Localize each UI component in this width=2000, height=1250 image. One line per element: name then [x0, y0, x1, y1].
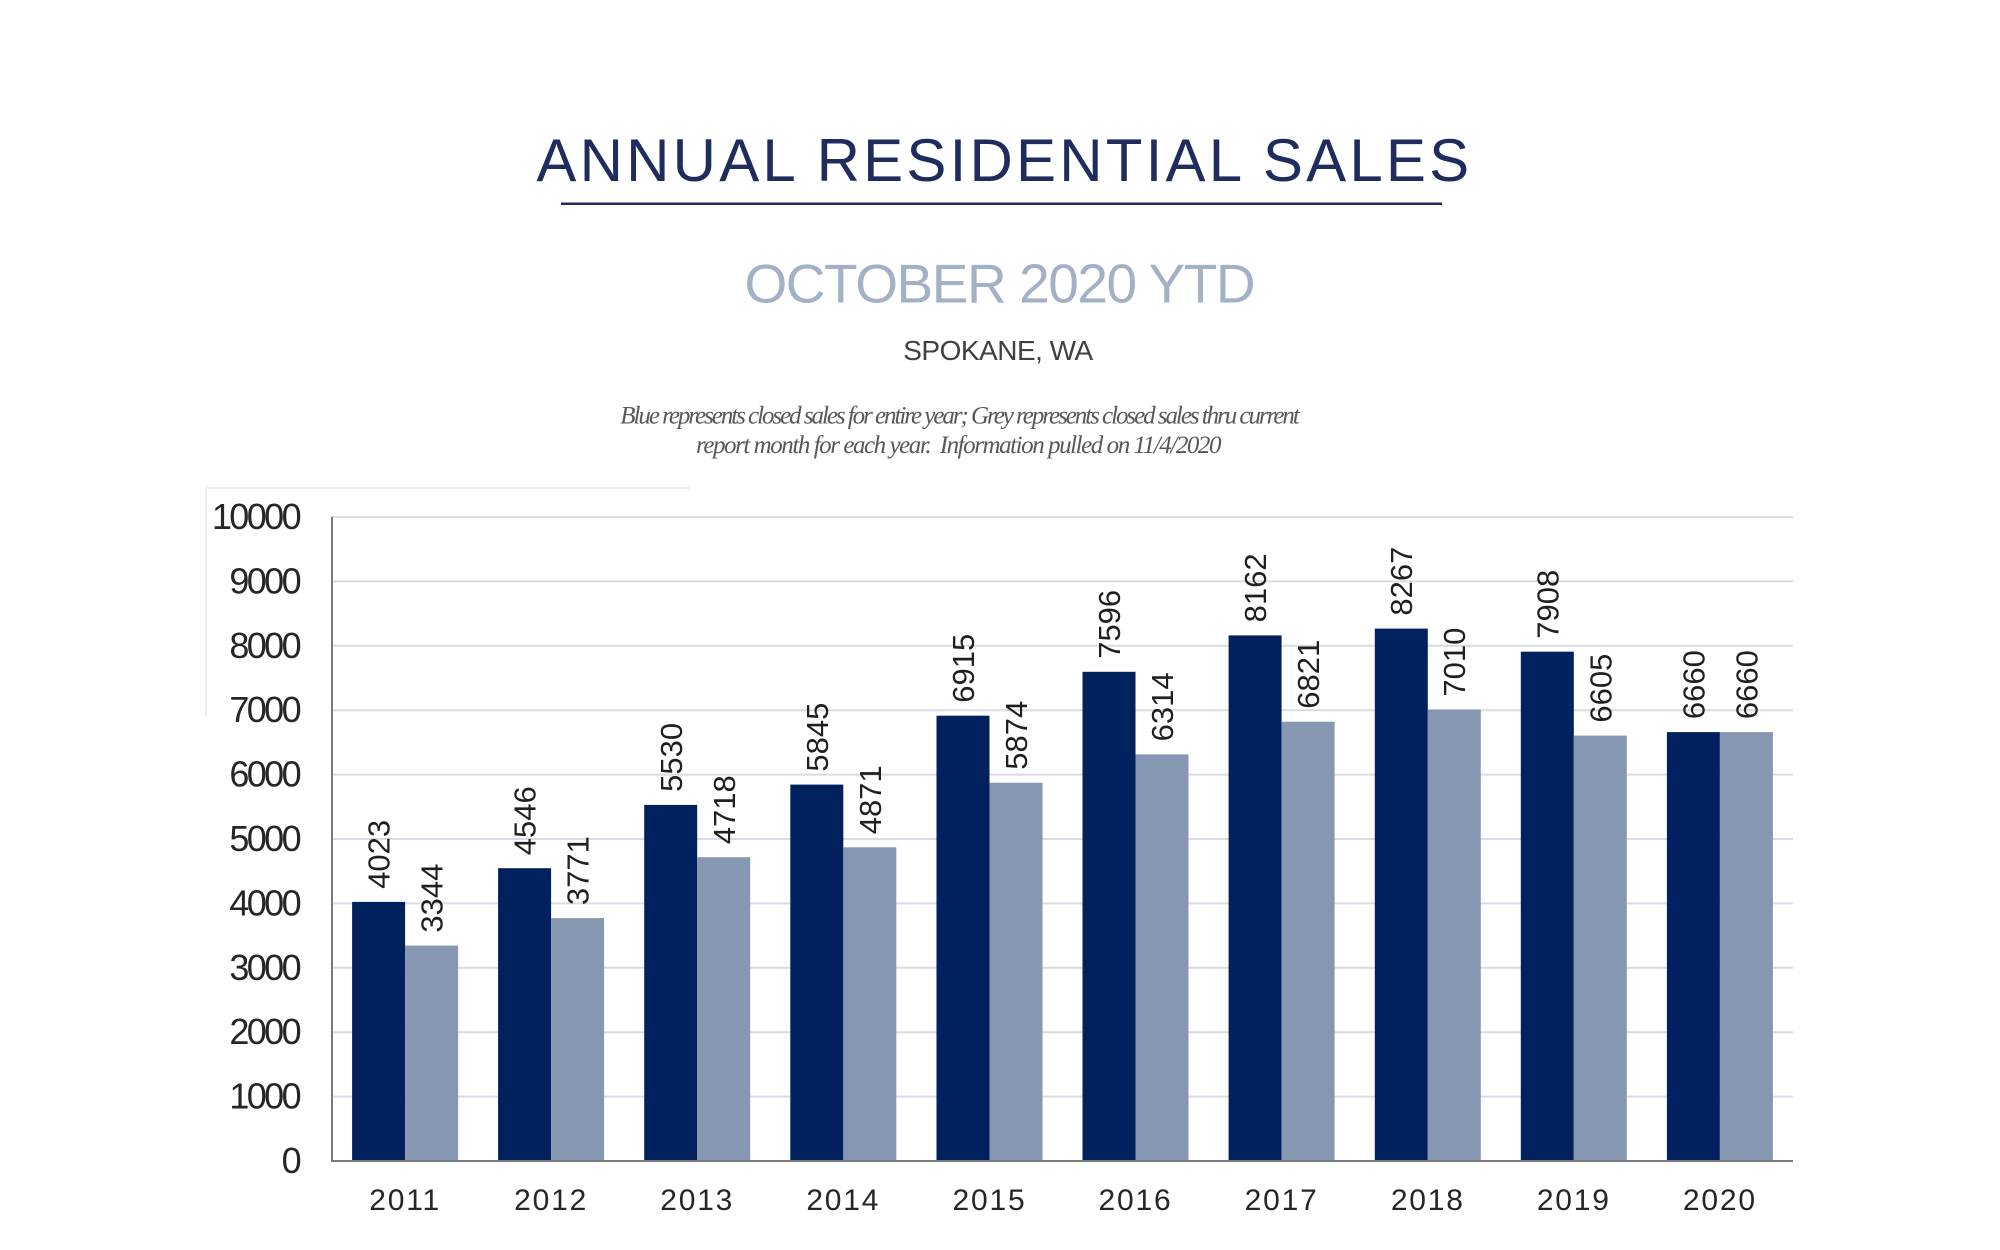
svg-text:2000: 2000 [229, 1011, 300, 1052]
svg-text:5874: 5874 [999, 701, 1034, 770]
svg-text:2017: 2017 [1245, 1184, 1319, 1217]
svg-text:2011: 2011 [369, 1184, 441, 1217]
svg-text:5000: 5000 [229, 818, 300, 859]
svg-text:2020: 2020 [1683, 1184, 1757, 1217]
svg-text:3000: 3000 [229, 947, 300, 988]
svg-text:7000: 7000 [229, 689, 300, 730]
svg-text:2013: 2013 [660, 1184, 734, 1217]
svg-text:3344: 3344 [415, 864, 450, 933]
svg-text:7010: 7010 [1437, 628, 1472, 697]
svg-text:report month for each year. I: report month for each year. Information … [696, 432, 1222, 459]
svg-text:5845: 5845 [800, 703, 835, 772]
svg-text:6000: 6000 [229, 754, 300, 795]
svg-text:6605: 6605 [1583, 654, 1618, 723]
svg-text:2012: 2012 [514, 1184, 588, 1217]
svg-text:7596: 7596 [1092, 590, 1127, 659]
svg-text:6821: 6821 [1291, 640, 1326, 709]
svg-text:2018: 2018 [1391, 1184, 1465, 1217]
svg-text:Blue represents closed sales f: Blue represents closed sales for entire … [620, 403, 1301, 430]
svg-text:2019: 2019 [1537, 1184, 1611, 1217]
svg-text:2015: 2015 [953, 1184, 1027, 1217]
svg-text:6314: 6314 [1145, 672, 1180, 741]
svg-text:1000: 1000 [229, 1076, 300, 1117]
svg-text:OCTOBER 2020 YTD: OCTOBER 2020 YTD [744, 253, 1254, 315]
svg-text:4546: 4546 [508, 786, 543, 855]
svg-text:6660: 6660 [1729, 650, 1764, 719]
svg-text:2016: 2016 [1099, 1184, 1173, 1217]
svg-text:4000: 4000 [229, 882, 300, 923]
svg-text:10000: 10000 [212, 496, 301, 537]
svg-text:3771: 3771 [561, 836, 596, 905]
svg-text:4023: 4023 [362, 820, 397, 889]
svg-text:8000: 8000 [229, 625, 300, 666]
svg-text:6660: 6660 [1676, 650, 1711, 719]
svg-text:ANNUAL RESIDENTIAL SALES: ANNUAL RESIDENTIAL SALES [536, 127, 1472, 194]
svg-text:8162: 8162 [1238, 553, 1273, 622]
svg-text:4871: 4871 [853, 765, 888, 834]
svg-text:9000: 9000 [229, 560, 300, 601]
svg-text:7908: 7908 [1530, 570, 1565, 639]
svg-text:0: 0 [282, 1140, 301, 1181]
svg-text:2014: 2014 [806, 1184, 880, 1217]
svg-text:8267: 8267 [1384, 547, 1419, 616]
svg-text:4718: 4718 [707, 775, 742, 844]
svg-text:SPOKANE, WA: SPOKANE, WA [903, 335, 1093, 366]
svg-text:5530: 5530 [654, 723, 689, 792]
svg-text:6915: 6915 [946, 634, 981, 703]
